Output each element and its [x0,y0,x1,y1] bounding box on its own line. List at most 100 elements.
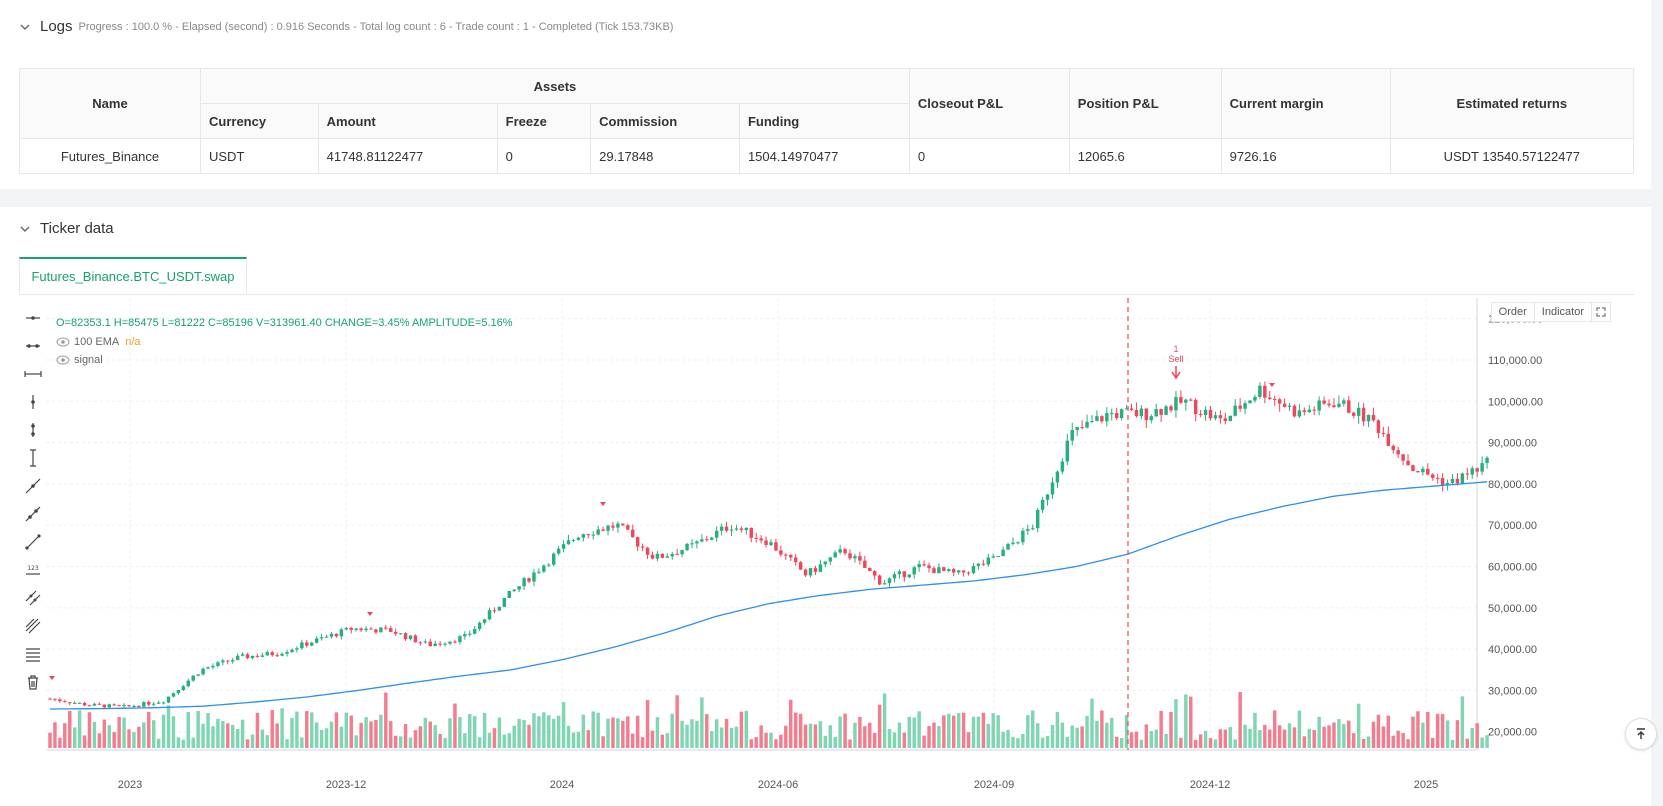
candle-body [1440,477,1445,486]
eye-icon[interactable] [56,337,70,347]
volume-bar [537,716,541,748]
candle-body [230,660,235,662]
fibonacci-icon[interactable] [22,640,44,668]
svg-text:123: 123 [27,565,39,572]
candle-body [1050,482,1055,495]
tab-divider [19,294,1634,295]
volume-bar [97,733,102,748]
volume-bar [764,732,768,748]
x-tick-label: 2024 [550,779,574,791]
volume-bar [463,733,467,748]
volume-bar [1376,714,1381,748]
candle-body [1426,468,1430,475]
ticker-header[interactable]: Ticker data [18,220,114,237]
volume-bar [1016,738,1020,748]
volume-bar [1475,723,1479,748]
logs-status: Progress : 100.0 % - Elapsed (second) : … [78,20,674,33]
volume-bar [1460,696,1465,748]
cell-amount: 41748.81122477 [317,138,498,174]
candle-body [739,528,744,530]
volume-bar [438,733,442,748]
volume-bar [868,722,872,748]
volume-bar [285,739,289,748]
arrow-up-icon [1637,728,1645,739]
candle-body [1223,418,1228,422]
candle-body [700,539,704,542]
delete-icon[interactable] [22,668,44,696]
volume-bar [606,718,610,748]
candle-body [1179,397,1183,403]
volume-bar [166,705,171,748]
volume-bar [142,722,146,748]
back-to-top-button[interactable] [1625,718,1657,750]
eye-icon[interactable] [56,355,70,365]
volume-bar [882,693,887,748]
candle-body [1045,494,1050,500]
drawing-toolbar: 123 [22,304,44,696]
horizontal-segment-icon[interactable] [22,332,44,360]
candle-body [1465,473,1470,475]
volume-bar [719,727,724,748]
horizontal-line-icon[interactable] [22,360,44,388]
fullscreen-icon[interactable] [1591,302,1611,322]
logs-header[interactable]: Logs Progress : 100.0 % - Elapsed (secon… [18,18,673,35]
candle-body [551,553,556,565]
y-tick-label: 50,000.00 [1488,603,1537,615]
price-label-icon[interactable]: 123 [22,556,44,584]
volume-bar [1416,711,1420,748]
volume-bar [1144,724,1149,748]
volume-bar [68,710,72,748]
candle-body [186,680,191,687]
volume-bar [996,715,1000,748]
volume-bar [1154,729,1158,748]
candle-body [181,686,186,690]
trend-line-icon[interactable] [22,528,44,556]
candle-body [1277,399,1282,404]
tab-btc-usdt-swap[interactable]: Futures_Binance.BTC_USDT.swap [19,257,247,293]
parallel-channel-icon[interactable] [22,584,44,612]
volume-bar [517,718,521,748]
candle-body [1282,403,1287,407]
volume-bar [1312,730,1316,748]
vertical-line-icon[interactable] [22,444,44,472]
candle-body [458,636,462,643]
candle-body [611,525,615,528]
candle-body [1455,478,1460,484]
horizontal-ray-icon[interactable] [22,304,44,332]
candle-body [1184,399,1188,403]
volume-bar [359,722,363,748]
pitchfork-icon[interactable] [22,612,44,640]
candle-body [1435,477,1440,479]
trend-ray-icon[interactable] [22,472,44,500]
candle-body [645,547,650,555]
volume-bar [1272,710,1277,748]
candle-body [907,574,912,578]
chevron-down-icon[interactable] [18,20,32,34]
chevron-down-icon[interactable] [18,222,32,236]
volume-bar [991,713,995,748]
candle-body [403,633,408,640]
indicator-button[interactable]: Indicator [1533,302,1592,322]
candle-body [92,703,97,706]
volume-bar [393,735,398,748]
vertical-ray-icon[interactable] [22,388,44,416]
candle-body [1085,421,1089,428]
volume-bar [774,739,778,748]
candle-body [1332,405,1336,407]
candle-body [675,553,679,555]
candle-body [655,553,660,559]
volume-bar [942,715,946,748]
volume-bar [186,712,191,748]
volume-bar [734,726,739,748]
vertical-segment-icon[interactable] [22,416,44,444]
trend-segment-icon[interactable] [22,500,44,528]
candle-body [1040,499,1045,510]
candle-body [1134,409,1139,417]
candle-body [1144,408,1149,421]
order-button[interactable]: Order [1490,302,1535,322]
volume-bar [932,722,936,748]
volume-bar [117,717,121,748]
volume-bar [1218,729,1223,748]
cell-margin: 9726.16 [1220,138,1391,174]
